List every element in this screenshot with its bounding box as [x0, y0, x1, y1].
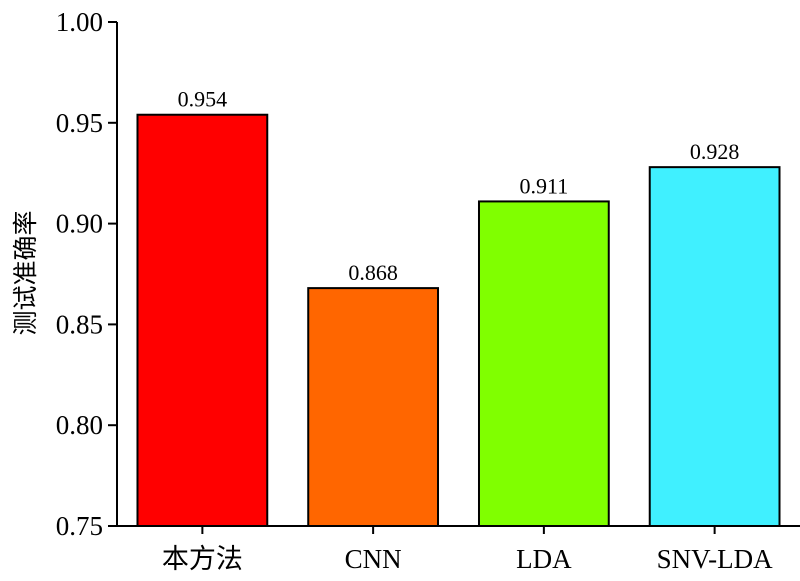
y-axis: 0.75 0.80 0.85 0.90 0.95 1.00: [56, 7, 118, 541]
x-tick-label-0: 本方法: [162, 544, 243, 574]
y-tick-label-3: 0.90: [56, 209, 103, 239]
y-tick-label-4: 0.95: [56, 108, 103, 138]
data-label-0: 0.954: [178, 87, 228, 112]
x-tick-label-3: SNV-LDA: [657, 544, 774, 574]
y-tick-label-2: 0.85: [56, 309, 103, 339]
x-tick-label-1: CNN: [345, 544, 402, 574]
data-label-2: 0.911: [520, 173, 569, 198]
y-tick-label-0: 0.75: [56, 511, 103, 541]
bars: [136, 113, 781, 528]
data-label-3: 0.928: [690, 139, 740, 164]
bar-3: [648, 166, 781, 527]
bar-0: [136, 113, 269, 528]
y-tick-label-1: 0.80: [56, 410, 103, 440]
data-labels: 0.954 0.868 0.911 0.928: [178, 87, 740, 285]
data-label-1: 0.868: [348, 260, 398, 285]
bar-1: [307, 287, 440, 527]
y-tick-label-5: 1.00: [56, 7, 103, 37]
x-axis: 本方法 CNN LDA SNV-LDA: [117, 525, 800, 574]
x-tick-label-2: LDA: [516, 544, 572, 574]
bar-2: [477, 200, 610, 527]
y-axis-title: 测试准确率: [11, 210, 40, 335]
